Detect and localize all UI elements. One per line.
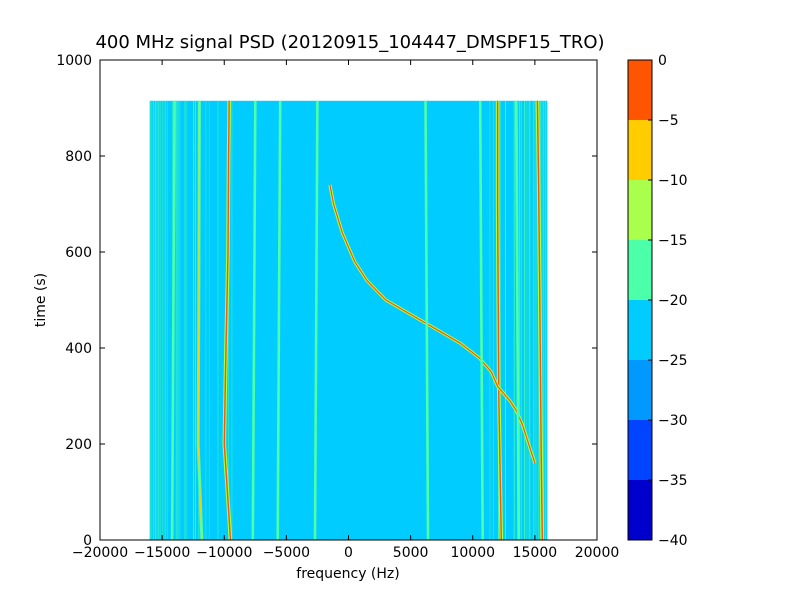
- noise-band: [175, 100, 177, 540]
- noise-band: [546, 100, 548, 540]
- colorbar-tick-label: −10: [658, 173, 688, 189]
- x-tick-label: −10000: [196, 545, 252, 561]
- y-tick-label: 1000: [56, 53, 92, 69]
- noise-band: [489, 100, 491, 540]
- noise-band: [525, 100, 527, 540]
- colorbar-segment: [628, 180, 652, 240]
- noise-band: [543, 100, 545, 540]
- y-tick-label: 400: [65, 341, 92, 357]
- signal-trace-core: [496, 100, 503, 540]
- noise-band: [156, 100, 158, 540]
- noise-band: [184, 100, 186, 540]
- signal-trace: [424, 100, 430, 540]
- x-tick-label: −5000: [263, 545, 310, 561]
- colorbar-tick-label: −35: [658, 473, 688, 489]
- x-tick-label: 20000: [575, 545, 620, 561]
- x-axis-label: frequency (Hz): [296, 566, 399, 582]
- noise-band: [524, 100, 526, 540]
- plot-area: −20000 −15000 −10000 −5000 0 5000 10000 15000 20…: [56, 53, 619, 561]
- colorbar-tick-label: −30: [658, 413, 688, 429]
- noise-band: [179, 100, 181, 540]
- x-tick-label: 0: [344, 545, 353, 561]
- colorbar-segment: [628, 420, 652, 480]
- signal-trace: [170, 100, 176, 540]
- noise-band: [505, 100, 506, 540]
- signal-trace: [251, 100, 257, 540]
- noise-band: [529, 100, 531, 540]
- colorbar-segment: [628, 60, 652, 120]
- y-tick-label: 600: [65, 245, 92, 261]
- colorbar-segment: [628, 360, 652, 420]
- colorbar-segment: [628, 480, 652, 540]
- noise-band: [194, 100, 196, 540]
- noise-band: [499, 100, 501, 540]
- colorbar-tick-label: −5: [658, 113, 679, 129]
- noise-band: [193, 100, 195, 540]
- colorbar-segment: [628, 240, 652, 300]
- y-tick-label: 200: [65, 437, 92, 453]
- colorbar-tick-label: −40: [658, 533, 688, 549]
- y-tick-label: 0: [83, 533, 92, 549]
- x-tick-label: −15000: [134, 545, 190, 561]
- colorbar-tick-label: 0: [658, 53, 667, 69]
- signal-trace-core: [536, 100, 544, 540]
- noise-band: [160, 100, 162, 540]
- x-axis-ticks: −20000 −15000 −10000 −5000 0 5000 10000 15000 20…: [72, 60, 619, 561]
- noise-band: [534, 100, 536, 540]
- chart-title: 400 MHz signal PSD (20120915_104447_DMSP…: [95, 32, 604, 53]
- noise-band: [536, 100, 538, 540]
- noise-band: [154, 100, 156, 540]
- colorbar-tick-label: −25: [658, 353, 688, 369]
- signal-trace: [313, 100, 319, 540]
- noise-band: [527, 100, 529, 540]
- colorbar-tick-label: −20: [658, 293, 688, 309]
- noise-band: [149, 100, 151, 540]
- heatmap-layer: [149, 100, 548, 540]
- signal-trace: [478, 100, 484, 540]
- noise-band: [165, 100, 167, 540]
- colorbar: −40 −35 −30 −25 −20 −15 −10 −5 0: [627, 53, 688, 549]
- y-tick-label: 800: [65, 149, 92, 165]
- noise-band: [167, 100, 168, 540]
- noise-band: [532, 100, 534, 540]
- noise-band: [153, 100, 155, 540]
- signal-trace-core: [223, 100, 232, 540]
- noise-band: [151, 100, 153, 540]
- noise-band: [163, 100, 165, 540]
- y-axis-ticks: 0 200 400 600 800 1000: [56, 53, 597, 549]
- signal-trace: [276, 100, 282, 540]
- noise-band: [541, 100, 543, 540]
- x-tick-label: 10000: [450, 545, 495, 561]
- noise-band: [217, 100, 219, 540]
- noise-band: [520, 100, 522, 540]
- signal-trace: [514, 100, 520, 540]
- noise-band: [161, 100, 163, 540]
- noise-band: [208, 100, 210, 540]
- noise-band: [492, 100, 494, 540]
- colorbar-tick-label: −15: [658, 233, 688, 249]
- noise-band: [513, 100, 515, 540]
- noise-band: [518, 100, 520, 540]
- noise-band: [186, 100, 188, 540]
- y-axis-label: time (s): [33, 273, 49, 327]
- colorbar-segment: [628, 120, 652, 180]
- signal-trace-core: [197, 100, 203, 540]
- colorbar-segment: [628, 300, 652, 360]
- noise-band: [227, 100, 229, 540]
- signal-traces: [170, 100, 545, 540]
- noise-band: [177, 100, 179, 540]
- noise-band: [158, 100, 160, 540]
- x-tick-label: −20000: [72, 545, 128, 561]
- x-tick-label: 5000: [393, 545, 429, 561]
- x-tick-label: 15000: [513, 545, 558, 561]
- noise-band: [205, 100, 207, 540]
- noise-band: [545, 100, 546, 540]
- noise-band: [231, 100, 233, 540]
